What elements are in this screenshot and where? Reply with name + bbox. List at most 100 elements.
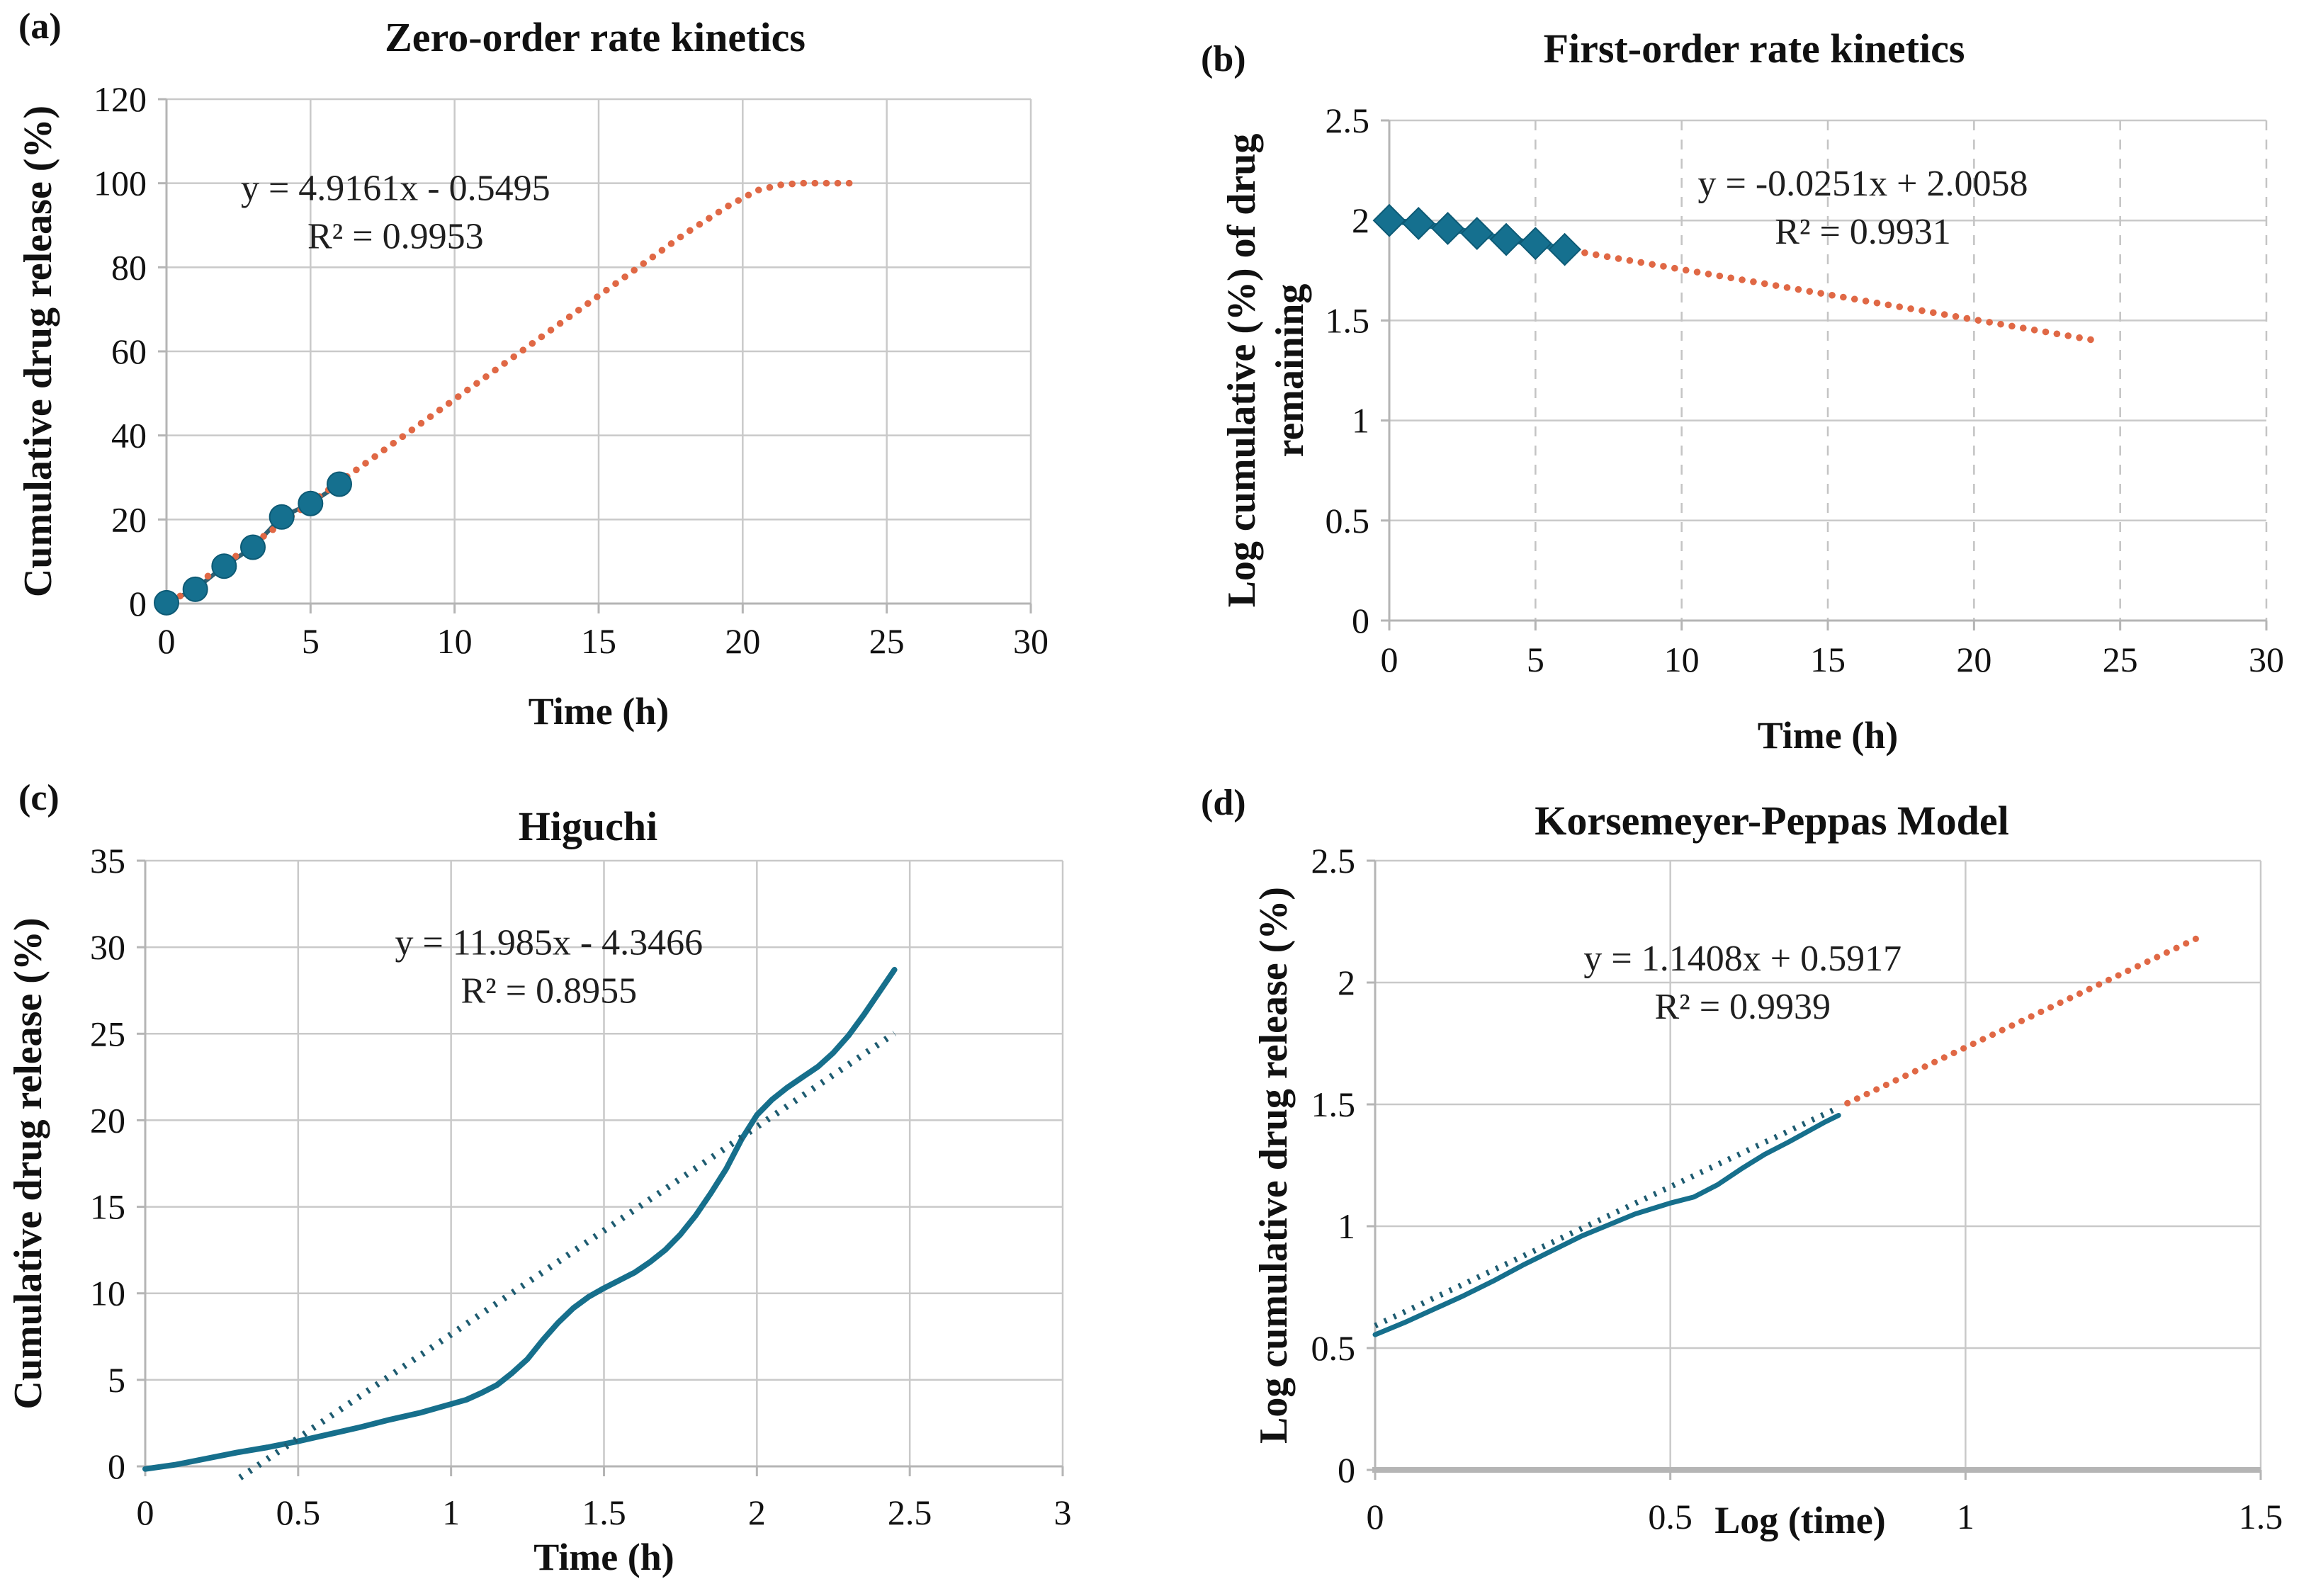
data-point-marker bbox=[1489, 222, 1523, 256]
y-tick-label: 80 bbox=[111, 247, 147, 287]
x-tick-label: 30 bbox=[1013, 621, 1049, 661]
y-tick-label: 25 bbox=[90, 1014, 125, 1053]
chart-title: Zero-order rate kinetics bbox=[385, 14, 806, 60]
y-tick-label: 40 bbox=[111, 416, 147, 455]
x-tick-label: 5 bbox=[1527, 640, 1544, 679]
x-tick-label: 25 bbox=[869, 621, 905, 661]
panel-first-order: 0 5 10 15 20 25 30 0 0.5 1 1.5 2 2.5 y = -0.0251x + 2… bbox=[1156, 0, 2311, 779]
data-point-marker bbox=[211, 553, 237, 579]
x-tick-label: 10 bbox=[437, 621, 473, 661]
x-tick-label: 0 bbox=[158, 621, 176, 661]
x-tick-label: 1 bbox=[1957, 1497, 1974, 1536]
x-tick-label: 15 bbox=[581, 621, 616, 661]
y-tick-label: 35 bbox=[90, 841, 125, 881]
x-axis-title: Time (h) bbox=[529, 690, 669, 732]
x-tick-label: 0.5 bbox=[1648, 1497, 1693, 1536]
y-tick-label: 1 bbox=[1338, 1206, 1355, 1246]
y-tick-label: 0 bbox=[129, 584, 147, 623]
series-release-curve bbox=[142, 966, 898, 1472]
data-point-marker bbox=[182, 576, 208, 602]
data-point-marker bbox=[298, 490, 324, 516]
x-tick-label: 2.5 bbox=[888, 1493, 932, 1532]
chart-a: 0 5 10 15 20 25 30 0 20 40 60 80 100 120 y = 4.9161x -… bbox=[16, 14, 1049, 732]
y-tick-label: 2.5 bbox=[1311, 841, 1356, 881]
x-tick-label: 0 bbox=[1381, 640, 1399, 679]
x-tick-label: 0 bbox=[137, 1493, 154, 1532]
data-point-marker bbox=[1548, 232, 1582, 266]
y-tick-label: 1 bbox=[1352, 401, 1369, 441]
x-tick-label: 3 bbox=[1054, 1493, 1072, 1532]
y-tick-label: 120 bbox=[94, 79, 147, 119]
y-axis-title: Log cumulative drug release (%) bbox=[1252, 887, 1296, 1444]
y-tick-label: 30 bbox=[90, 927, 125, 967]
panel-label-d: (d) bbox=[1201, 783, 1246, 823]
y-tick-label: 100 bbox=[94, 164, 147, 203]
y-tick-label: 60 bbox=[111, 332, 147, 371]
chart-d: 0 0.5 1 1.5 0 0.5 1 1.5 2 2.5 y = 1.1408x + 0.5917… bbox=[1252, 798, 2283, 1541]
panel-zero-order: 0 5 10 15 20 25 30 0 20 40 60 80 100 120 y = 4.9161x -… bbox=[0, 0, 1156, 779]
chart-title: Higuchi bbox=[519, 803, 658, 849]
x-tick-label: 10 bbox=[1664, 640, 1700, 679]
data-point-marker bbox=[1431, 212, 1464, 245]
x-tick-label: 5 bbox=[302, 621, 320, 661]
x-tick-label: 15 bbox=[1810, 640, 1846, 679]
y-axis-title: Cumulative drug release (%) bbox=[16, 106, 60, 597]
data-point-marker bbox=[269, 504, 295, 530]
series-trendline-forecast bbox=[1844, 934, 2202, 1107]
r-squared-text: R² = 0.9939 bbox=[1654, 987, 1831, 1027]
equation-text: y = 1.1408x + 0.5917 bbox=[1583, 939, 1902, 979]
x-axis-title: Time (h) bbox=[1758, 714, 1899, 757]
y-tick-label: 0 bbox=[1338, 1450, 1355, 1490]
series-trendline bbox=[1374, 1104, 1840, 1329]
y-tick-label: 15 bbox=[90, 1187, 125, 1227]
panel-label-b: (b) bbox=[1201, 39, 1246, 79]
panel-label-c: (c) bbox=[18, 778, 60, 818]
series-trendline bbox=[238, 1031, 897, 1481]
data-point-marker bbox=[1518, 227, 1552, 261]
x-tick-label: 0 bbox=[1367, 1497, 1384, 1536]
panel-label-a: (a) bbox=[18, 6, 62, 47]
equation-text: y = -0.0251x + 2.0058 bbox=[1698, 164, 2028, 204]
data-point-marker bbox=[327, 471, 352, 497]
r-squared-text: R² = 0.9953 bbox=[307, 216, 484, 256]
y-tick-label: 0 bbox=[108, 1447, 125, 1486]
x-tick-label: 25 bbox=[2103, 640, 2138, 679]
data-point-marker bbox=[1372, 203, 1406, 237]
y-tick-label: 2 bbox=[1338, 963, 1355, 1002]
equation-text: y = 4.9161x - 0.5495 bbox=[241, 168, 550, 208]
y-tick-label: 2.5 bbox=[1326, 101, 1370, 140]
y-tick-label: 20 bbox=[90, 1100, 125, 1140]
x-tick-label: 30 bbox=[2249, 640, 2284, 679]
y-tick-label: 2 bbox=[1352, 200, 1369, 240]
x-tick-label: 2 bbox=[748, 1493, 766, 1532]
r-squared-text: R² = 0.9931 bbox=[1775, 212, 1951, 252]
series-log-release-curve bbox=[1372, 1112, 1841, 1337]
y-tick-label: 1.5 bbox=[1326, 300, 1370, 340]
data-point-marker bbox=[1401, 207, 1435, 240]
y-axis-title: Log cumulative (%) of drug bbox=[1220, 134, 1264, 608]
y-axis-title: Cumulative drug release (%) bbox=[6, 917, 50, 1409]
chart-title: First-order rate kinetics bbox=[1544, 26, 1965, 72]
x-tick-label: 20 bbox=[725, 621, 760, 661]
y-tick-label: 0.5 bbox=[1311, 1328, 1356, 1368]
data-point-marker bbox=[154, 589, 179, 616]
y-tick-label: 0.5 bbox=[1326, 501, 1370, 541]
x-tick-label: 1 bbox=[442, 1493, 460, 1532]
y-tick-label: 5 bbox=[108, 1360, 125, 1400]
y-tick-label: 0 bbox=[1352, 601, 1369, 640]
data-point-marker bbox=[240, 534, 266, 560]
x-axis-title: Time (h) bbox=[533, 1536, 674, 1578]
chart-title: Korsemeyer-Peppas Model bbox=[1535, 798, 2009, 844]
x-tick-label: 1.5 bbox=[582, 1493, 626, 1532]
series-trendline-forecast bbox=[167, 179, 861, 606]
y-tick-label: 1.5 bbox=[1311, 1085, 1356, 1124]
r-squared-text: R² = 0.8955 bbox=[460, 971, 637, 1012]
data-point-marker bbox=[1460, 217, 1494, 250]
x-axis-title: Log (time) bbox=[1714, 1499, 1885, 1541]
equation-text: y = 11.985x - 4.3466 bbox=[395, 923, 703, 963]
y-tick-label: 10 bbox=[90, 1274, 125, 1313]
y-tick-label: 20 bbox=[111, 499, 147, 539]
x-tick-label: 20 bbox=[1956, 640, 1991, 679]
